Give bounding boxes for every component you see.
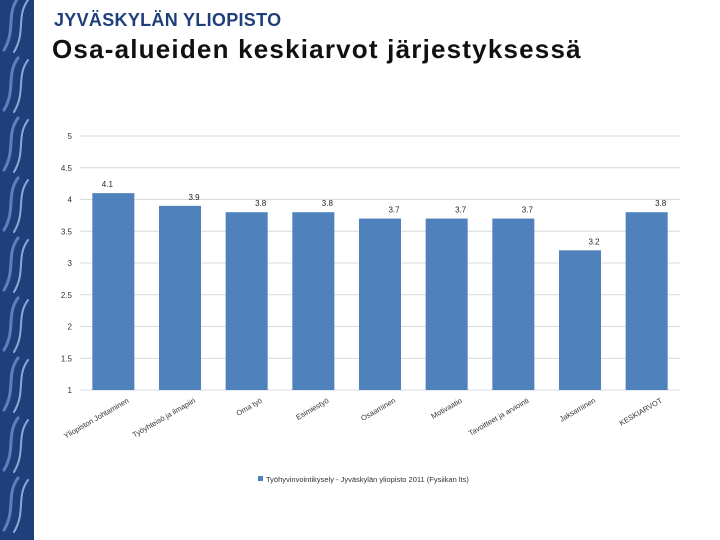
emblem-flame-stroke [13, 59, 29, 113]
y-tick-label: 4 [68, 196, 73, 205]
y-tick-label: 1.5 [61, 354, 73, 363]
category-label: Jaksaminen [558, 396, 597, 424]
data-label: 3.8 [322, 199, 334, 208]
emblem-flame-stroke [13, 179, 29, 233]
category-label: Esimiestyö [294, 396, 330, 422]
data-label: 3.9 [188, 193, 200, 202]
y-tick-label: 4.5 [61, 164, 73, 173]
data-label: 3.8 [255, 199, 267, 208]
data-label: 3.7 [455, 206, 467, 215]
category-label: Osaaminen [359, 396, 397, 423]
page-title: Osa-alueiden keskiarvot järjestyksessä [52, 34, 582, 64]
category-label: Työyhteisö ja ilmapiiri [131, 396, 198, 440]
y-tick-label: 1 [68, 386, 73, 395]
bar [492, 218, 535, 390]
legend-label: Työhyvinvointikysely - Jyväskylän yliopi… [266, 475, 469, 484]
sidebar-logo-strip [0, 0, 34, 540]
y-tick-label: 5 [68, 132, 73, 141]
bar [625, 212, 668, 390]
bar [292, 212, 335, 390]
university-emblem-icon [2, 0, 29, 533]
emblem-flame-stroke [2, 476, 20, 532]
emblem-flame-stroke [2, 176, 20, 232]
emblem-flame-stroke [2, 56, 20, 112]
category-label: Motivaatio [430, 396, 464, 421]
bar [92, 193, 135, 390]
category-label: KESKIARVOT [618, 396, 664, 428]
emblem-flame-stroke [13, 299, 29, 353]
bar [225, 212, 268, 390]
y-tick-label: 3 [68, 259, 73, 268]
emblem-flame-stroke [2, 116, 20, 172]
emblem-flame-stroke [13, 359, 29, 413]
category-label: Oma työ [235, 396, 264, 418]
bar [359, 218, 401, 390]
emblem-flame-stroke [2, 356, 20, 412]
emblem-flame-stroke [13, 419, 29, 473]
category-label: Tavoitteet ja arviointi [467, 396, 531, 438]
bar [159, 205, 201, 390]
category-label: Yliopiston Johtaminen [62, 396, 130, 440]
emblem-flame-stroke [2, 416, 20, 472]
legend-swatch [258, 476, 263, 481]
data-label: 3.7 [522, 206, 534, 215]
emblem-flame-stroke [13, 119, 29, 173]
emblem-flame-stroke [2, 0, 19, 52]
emblem-flame-stroke [13, 0, 29, 53]
y-tick-label: 3.5 [61, 227, 73, 236]
y-tick-label: 2.5 [61, 291, 73, 300]
data-label: 4.1 [102, 180, 114, 189]
bar [425, 218, 468, 390]
emblem-flame-stroke [2, 296, 20, 352]
emblem-flame-stroke [13, 479, 29, 533]
y-tick-label: 2 [68, 323, 73, 332]
data-label: 3.7 [388, 206, 400, 215]
data-label: 3.8 [655, 199, 667, 208]
bar [559, 250, 601, 390]
emblem-flame-stroke [2, 236, 20, 292]
data-label: 3.2 [588, 237, 600, 246]
university-brand: JYVÄSKYLÄN YLIOPISTO [54, 10, 282, 30]
emblem-flame-stroke [13, 239, 29, 293]
